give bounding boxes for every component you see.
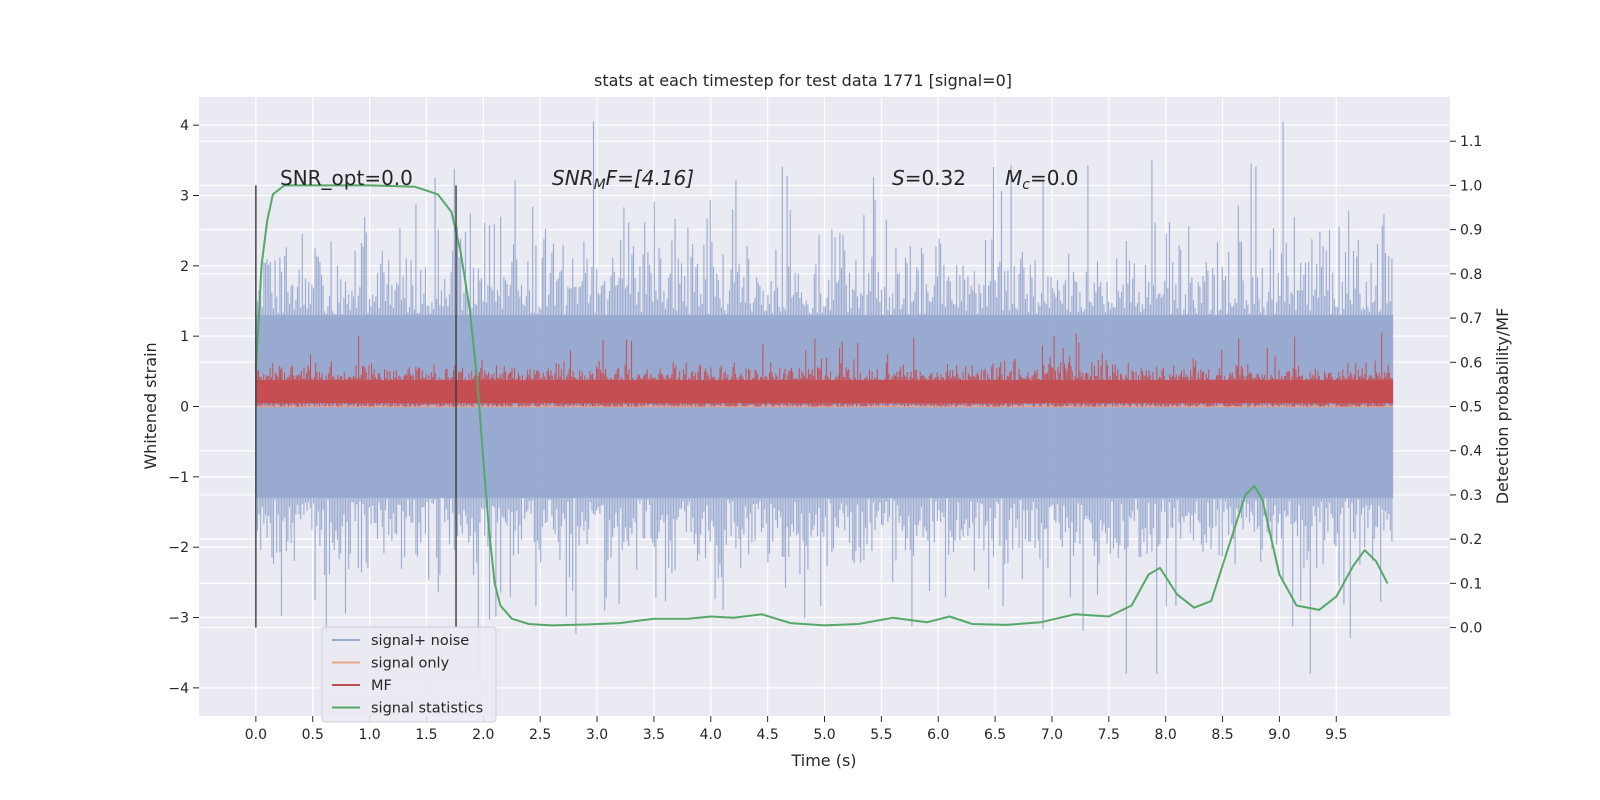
right-tick-label: 0.6 [1460, 355, 1482, 371]
right-tick-label: 0.9 [1460, 223, 1482, 239]
x-tick-label: 9.5 [1325, 727, 1347, 743]
y-tick-label: −2 [168, 540, 189, 556]
annotation-s-main: S [892, 166, 905, 190]
right-tick-label: 1.0 [1460, 178, 1482, 194]
right-tick-label: 0.7 [1460, 311, 1482, 327]
x-axis-ticks: 0.0 0.5 1.0 1.5 2.0 2.5 3.0 3.5 4.0 4.5 5.0 5.5 6.0 6… [245, 716, 1347, 743]
legend-label: MF [371, 678, 392, 694]
x-tick-label: 9.0 [1268, 727, 1290, 743]
x-tick-label: 1.0 [358, 727, 380, 743]
x-tick-label: 6.5 [984, 727, 1006, 743]
y-tick-label: −3 [168, 611, 189, 627]
right-tick-label: 0.8 [1460, 267, 1482, 283]
right-tick-label: 0.1 [1460, 576, 1482, 592]
x-tick-label: 6.0 [927, 727, 949, 743]
x-axis-label: Time (s) [790, 751, 856, 770]
vertical-markers [255, 185, 457, 628]
x-tick-label: 0.5 [302, 727, 324, 743]
y-tick-label: −4 [168, 681, 189, 697]
legend-box [321, 626, 497, 723]
annotation-s: S=0.32 [892, 166, 966, 190]
y-tick-label: 0 [180, 400, 189, 416]
x-tick-label: 4.0 [700, 727, 722, 743]
y-tick-label: −1 [168, 470, 189, 486]
x-tick-label: 5.0 [813, 727, 835, 743]
x-tick-label: 1.5 [415, 727, 437, 743]
legend: signal+ noise signal only MF signal statist… [321, 626, 497, 723]
annotation-snr-mf-rest: F=[4.16] [606, 166, 694, 190]
x-tick-label: 2.5 [529, 727, 551, 743]
data-layer [254, 121, 1394, 674]
annotation-snr-mf-sub: M [594, 177, 606, 193]
y-tick-label: 3 [180, 188, 189, 204]
y-axis-label: Whitened strain [141, 342, 160, 469]
x-tick-label: 7.0 [1041, 727, 1063, 743]
right-axis-label: Detection probability/MF [1493, 308, 1512, 505]
legend-label: signal only [371, 656, 450, 672]
x-tick-label: 2.0 [472, 727, 494, 743]
right-tick-label: 0.2 [1460, 532, 1482, 548]
y-axis-ticks: 4 3 2 1 0 −1 −2 −3 −4 [168, 118, 199, 697]
x-tick-label: 8.5 [1211, 727, 1233, 743]
annotation-mc-rest: =0.0 [1030, 166, 1079, 190]
annotation-snr-opt: SNR_opt=0.0 [280, 166, 413, 190]
annotations: SNR_opt=0.0 SNRMF=[4.16] S=0.32 Mc=0.0 [280, 166, 1079, 193]
legend-label: signal+ noise [371, 633, 469, 649]
annotation-snr-mf-main: SNR [552, 166, 594, 190]
legend-label: signal statistics [371, 701, 483, 717]
y-tick-label: 1 [180, 329, 189, 345]
chart-title: stats at each timestep for test data 177… [594, 71, 1012, 90]
annotation-snr-mf: SNRMF=[4.16] [552, 166, 694, 193]
x-tick-label: 7.5 [1098, 727, 1120, 743]
signal-statistics-line [254, 184, 1389, 627]
x-tick-label: 8.0 [1155, 727, 1177, 743]
x-tick-label: 5.5 [870, 727, 892, 743]
x-tick-label: 3.0 [586, 727, 608, 743]
annotation-s-rest: =0.32 [905, 166, 966, 190]
right-tick-label: 0.3 [1460, 488, 1482, 504]
y-tick-label: 4 [180, 118, 189, 134]
right-tick-label: 0.5 [1460, 400, 1482, 416]
y-tick-label: 2 [180, 259, 189, 275]
right-tick-label: 1.1 [1460, 134, 1482, 150]
annotation-mc: Mc=0.0 [1005, 166, 1079, 193]
x-tick-label: 3.5 [643, 727, 665, 743]
right-tick-label: 0.0 [1460, 621, 1482, 637]
annotation-mc-sub: c [1022, 177, 1030, 193]
right-axis-ticks: 1.1 1.0 0.9 0.8 0.7 0.6 0.5 0.4 0.3 0.2 0.1 0.0 [1450, 134, 1482, 637]
right-tick-label: 0.4 [1460, 444, 1482, 460]
annotation-mc-main: M [1005, 166, 1022, 190]
x-tick-label: 4.5 [757, 727, 779, 743]
x-tick-label: 0.0 [245, 727, 267, 743]
